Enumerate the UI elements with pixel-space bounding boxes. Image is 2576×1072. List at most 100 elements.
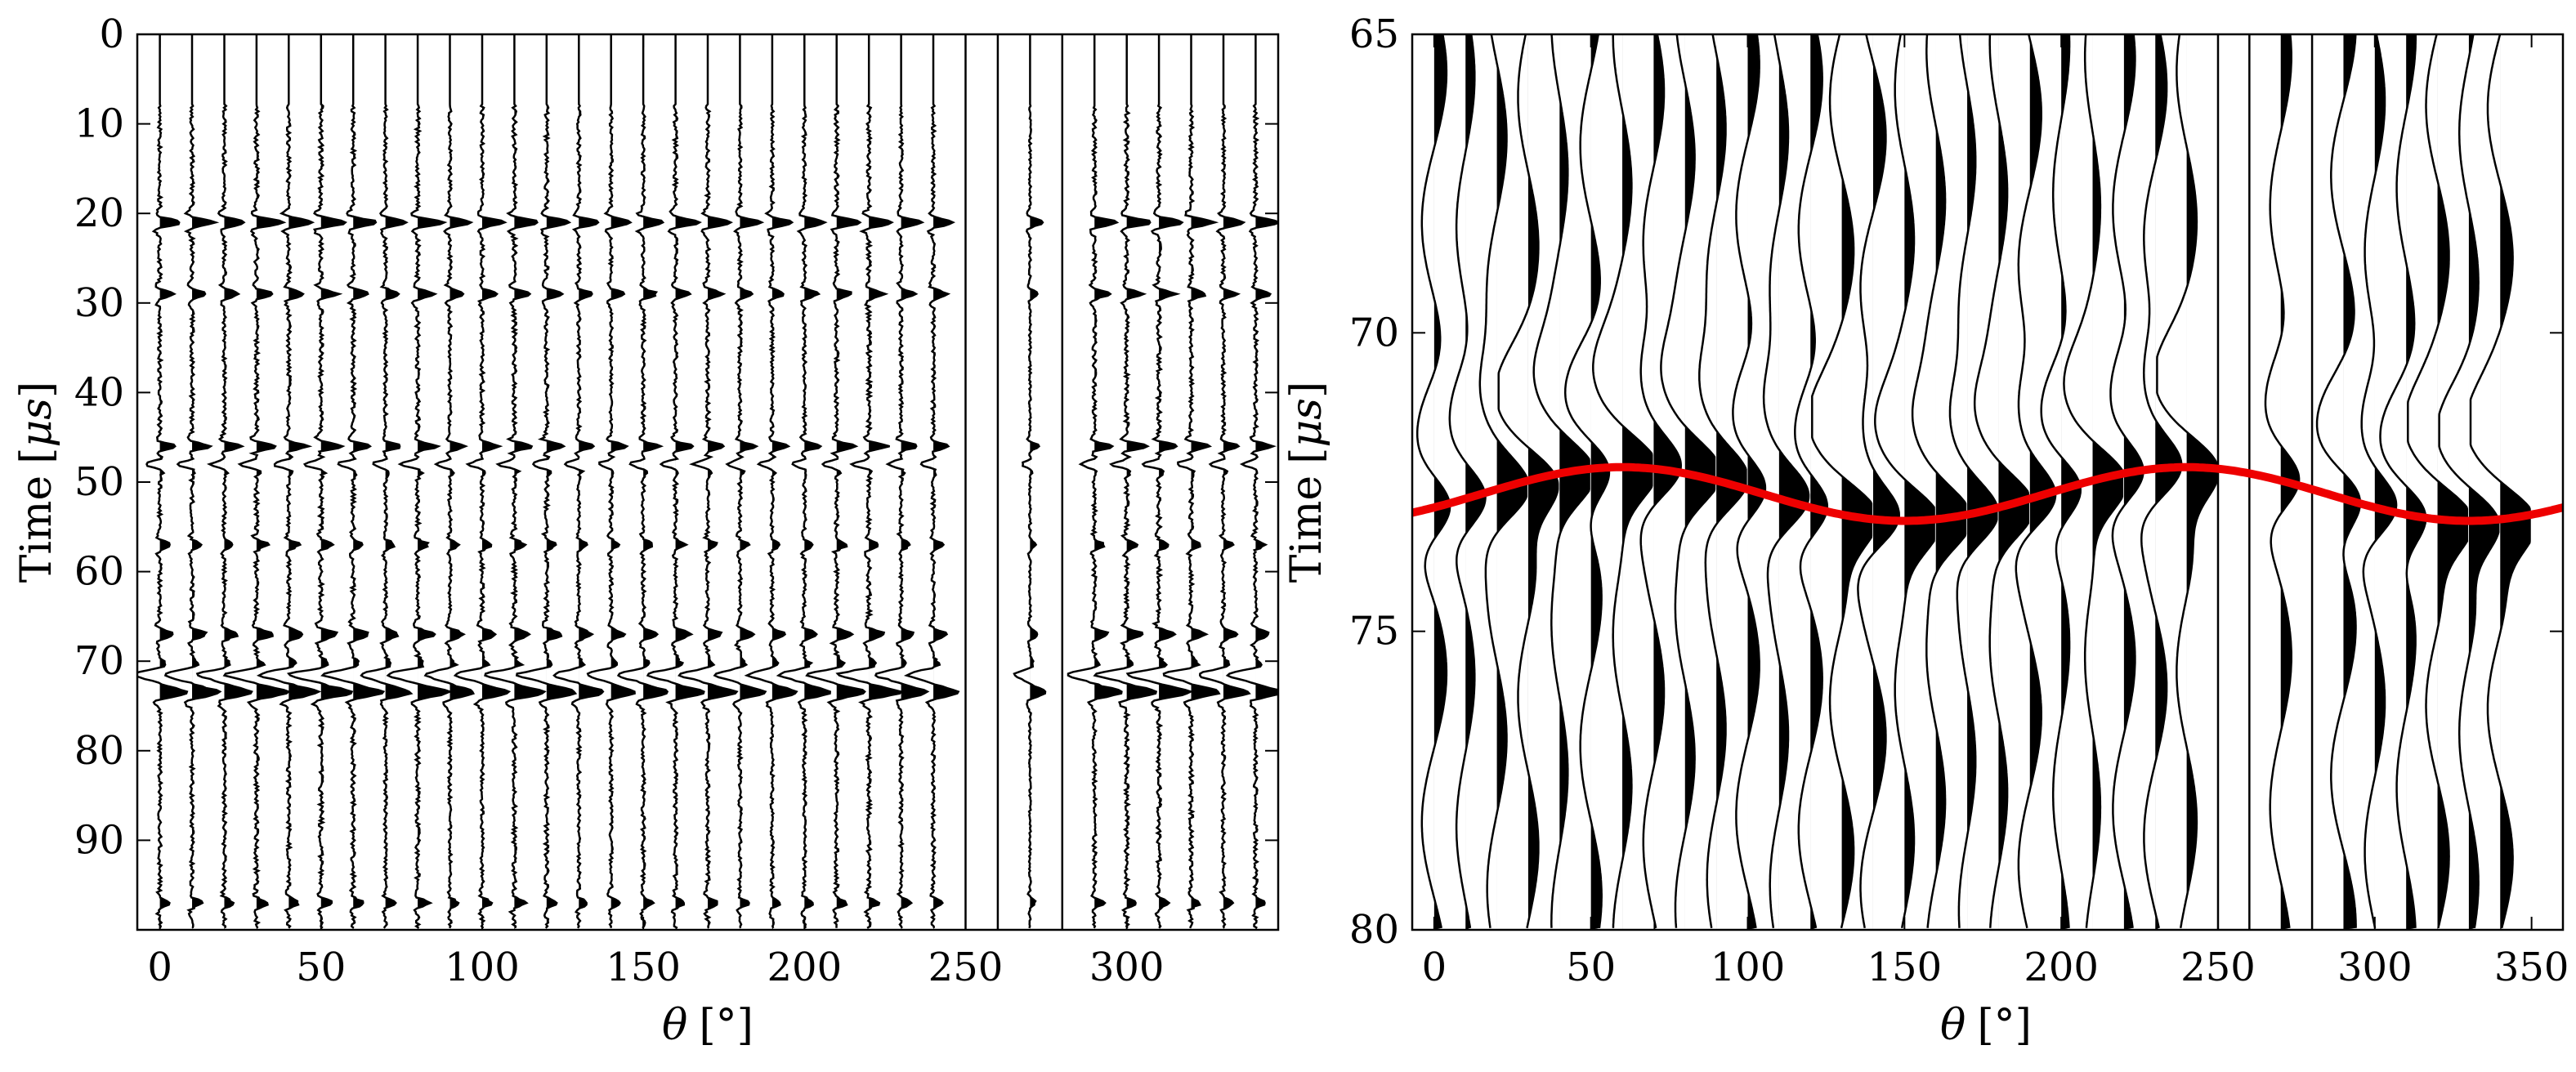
right-y-tick-label: 70 [1349, 310, 1399, 355]
left-trace [646, 34, 705, 929]
right-trace-fill [2029, 34, 2055, 930]
left-trace [222, 34, 291, 929]
right-trace-fill [1810, 34, 1827, 930]
right-panel: 0 50 100 150 200 250 300 350 65 70 75 80 θ [°] Time[… [1282, 11, 2569, 1050]
right-trace-fill [1872, 34, 1899, 930]
left-trace [515, 34, 578, 929]
left-trace-fill [1191, 34, 1219, 930]
right-trace-fill [1465, 34, 1486, 930]
right-trace [1911, 34, 1967, 928]
right-x-tick-label: 350 [2494, 945, 2569, 990]
left-ticks: 0 50 100 150 200 250 300 0 10 20 30 40 50 60 70 80 90 [74, 11, 1278, 990]
right-trace [1497, 34, 1559, 929]
right-trace [1592, 34, 1653, 928]
right-trace [2109, 34, 2144, 928]
left-trace [874, 34, 930, 929]
right-trace [2063, 34, 2124, 928]
left-trace-fill [256, 34, 289, 930]
left-x-tick-label: 0 [147, 945, 172, 990]
right-x-axis-label: θ [°] [1940, 1001, 2032, 1050]
right-trace-fill [1653, 34, 1681, 930]
left-trace-fill [385, 34, 411, 930]
left-trace [776, 34, 832, 929]
right-trace [2407, 34, 2469, 929]
right-trace [2156, 34, 2218, 929]
right-trace [2469, 34, 2531, 929]
right-fit-curve-layer [1412, 462, 2563, 525]
left-trace [805, 34, 866, 928]
left-trace [744, 34, 798, 929]
right-trace-fill [1622, 34, 1652, 930]
left-trace [903, 34, 960, 929]
left-trace [713, 34, 767, 928]
left-trace [386, 34, 454, 929]
right-x-tick-label: 150 [1867, 945, 1943, 990]
left-trace-fill [159, 34, 187, 930]
right-trace [1948, 34, 1998, 928]
right-trace [1811, 34, 1873, 929]
right-trace-fill [1841, 34, 1872, 930]
right-y-tick-label: 75 [1349, 609, 1399, 654]
right-trace-fill [2061, 34, 2081, 930]
left-y-tick-label: 70 [74, 638, 124, 684]
right-trace [2264, 34, 2301, 928]
left-x-tick-label: 50 [296, 945, 346, 990]
left-y-tick-label: 10 [74, 101, 124, 147]
right-trace [2140, 34, 2183, 929]
right-x-tick-label: 250 [2180, 945, 2256, 990]
right-trace [1794, 34, 1829, 929]
right-trace-fill [1998, 34, 2028, 930]
right-x-tick-label: 0 [1422, 945, 1447, 990]
right-trace [1762, 34, 1810, 928]
right-trace-fill [1590, 34, 1609, 930]
left-y-tick-label: 40 [74, 369, 124, 415]
left-trace [484, 34, 547, 929]
left-trace [678, 34, 739, 928]
right-trace [1415, 34, 1451, 929]
left-trace [163, 34, 222, 929]
right-trace-fill [1747, 34, 1765, 930]
left-trace-fill [933, 34, 959, 930]
right-trace-fill [1527, 34, 1559, 930]
right-trace [1857, 34, 1900, 929]
left-trace-fill [1126, 34, 1156, 930]
right-trace [1532, 34, 1590, 928]
left-x-tick-label: 100 [445, 945, 520, 990]
right-plot-frame [1411, 33, 2565, 931]
left-trace [360, 34, 414, 929]
left-trace-fill [320, 34, 352, 930]
right-y-tick-label: 65 [1349, 11, 1399, 57]
left-trace-fill [740, 34, 766, 930]
left-trace-fill [481, 34, 509, 930]
right-trace-fill [1433, 34, 1450, 930]
left-trace-fill [643, 34, 668, 930]
left-traces [137, 34, 1278, 930]
right-trace-fill [2437, 34, 2467, 930]
left-trace-fill [1030, 34, 1045, 930]
right-trace-fill [2468, 34, 2499, 930]
right-trace [1448, 34, 1487, 928]
left-trace [1013, 34, 1047, 929]
left-x-axis-label: θ [°] [662, 1001, 754, 1050]
right-trace [1563, 34, 1611, 928]
left-trace-fill [1223, 34, 1250, 930]
right-trace-fill [1935, 34, 1966, 930]
left-trace [1162, 34, 1221, 929]
right-trace-fill [2155, 34, 2182, 930]
left-x-tick-label: 150 [606, 945, 681, 990]
right-x-tick-label: 300 [2337, 945, 2413, 990]
right-trace-fill [2186, 34, 2216, 930]
left-x-tick-label: 250 [928, 945, 1004, 990]
left-trace-fill [579, 34, 603, 930]
left-trace [256, 34, 322, 929]
right-trace-fill [2406, 34, 2426, 930]
left-trace-fill [901, 34, 928, 930]
left-y-tick-label: 90 [74, 817, 124, 863]
right-trace [2315, 34, 2362, 928]
left-trace-fill [771, 34, 797, 930]
right-y-tick-label: 80 [1349, 907, 1399, 953]
left-trace-fill [610, 34, 635, 930]
left-trace [286, 34, 354, 929]
right-traces [1415, 34, 2531, 930]
